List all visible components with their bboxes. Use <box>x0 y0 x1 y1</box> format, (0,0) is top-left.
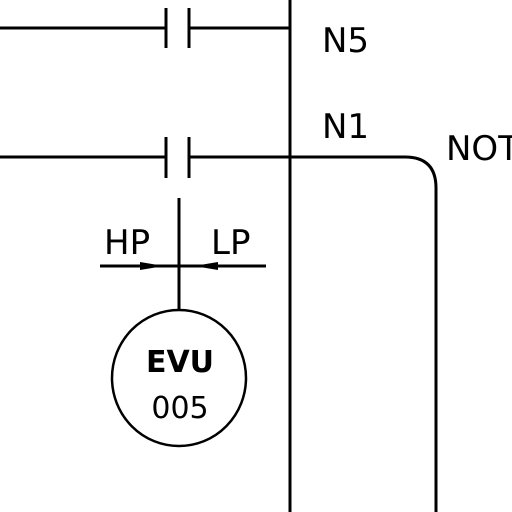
lp-arrow-icon <box>194 262 218 270</box>
label-n1: N1 <box>322 107 369 147</box>
contact-n1-rung <box>0 137 438 512</box>
contact-n5-rung <box>0 8 290 48</box>
valve-symbol <box>100 198 266 448</box>
evu-circle <box>110 308 248 448</box>
label-lp: LP <box>211 223 250 263</box>
hp-arrow-icon <box>140 262 164 270</box>
label-n5: N5 <box>322 21 369 61</box>
label-not: NOT <box>446 129 512 169</box>
not-branch-wire <box>189 155 438 512</box>
label-hp: HP <box>104 223 150 263</box>
label-evu-number: 005 <box>151 391 208 426</box>
label-evu: EVU <box>146 345 214 380</box>
